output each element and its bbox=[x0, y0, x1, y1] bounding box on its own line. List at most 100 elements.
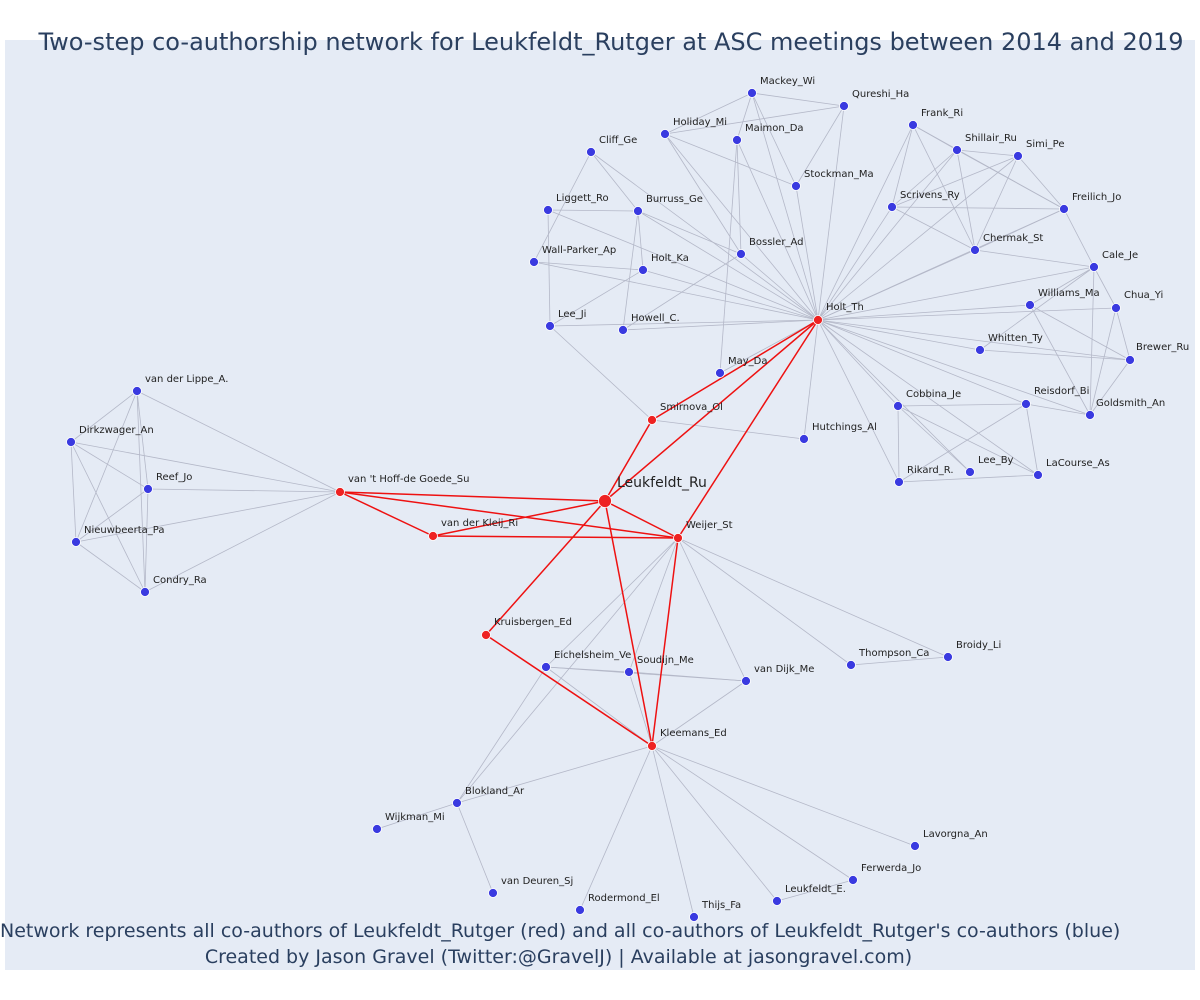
edge-eichelsheim-ve-blokland-ar bbox=[456, 666, 547, 804]
node-label-wijkman-mi: Wijkman_Mi bbox=[385, 812, 445, 823]
node-label-hutchings-al: Hutchings_Al bbox=[812, 422, 877, 433]
node-reisdorf-bi[interactable] bbox=[1021, 399, 1031, 409]
edge-leukfeldt-ru-kruisbergen-ed bbox=[485, 500, 606, 636]
node-goldsmith-an[interactable] bbox=[1085, 410, 1095, 420]
edge-leukfeldt-ru-vdkleij-ri bbox=[432, 500, 606, 537]
edge-dirkzwager-an-reef-jo bbox=[70, 441, 149, 490]
edge-mackey-wi-qureshi-ha bbox=[751, 92, 845, 107]
node-van-der-kleij-ri[interactable] bbox=[428, 531, 438, 541]
node-weijer-st[interactable] bbox=[673, 533, 683, 543]
node-holt-th[interactable] bbox=[813, 315, 823, 325]
edge-simi-pe-freilich-jo bbox=[1017, 155, 1065, 210]
node-label-whitten-ty: Whitten_Ty bbox=[988, 333, 1043, 344]
node-cliff-ge[interactable] bbox=[586, 147, 596, 157]
edge-reef-jo-nieuwbeerta-pa bbox=[75, 488, 149, 543]
node-eichelsheim-ve[interactable] bbox=[541, 662, 551, 672]
edge-holt-th-whitten-ty bbox=[817, 319, 981, 351]
node-rikard-r[interactable] bbox=[894, 477, 904, 487]
edge-frank-ri-scrivens-ry bbox=[891, 124, 914, 208]
node-shillair-ru[interactable] bbox=[952, 145, 962, 155]
node-cale-je[interactable] bbox=[1089, 262, 1099, 272]
edge-holt-th-cobbina-je bbox=[817, 319, 899, 407]
node-smirnova-ol[interactable] bbox=[647, 415, 657, 425]
node-label-wall-parker-ap: Wall-Parker_Ap bbox=[542, 245, 616, 256]
node-chua-yi[interactable] bbox=[1111, 303, 1121, 313]
node-label-reef-jo: Reef_Jo bbox=[156, 472, 192, 483]
node-label-chua-yi: Chua_Yi bbox=[1124, 290, 1163, 301]
node-van-t-hoff-de-goede-su[interactable] bbox=[335, 487, 345, 497]
node-freilich-jo[interactable] bbox=[1059, 204, 1069, 214]
node-kleemans-ed[interactable] bbox=[647, 741, 657, 751]
node-qureshi-ha[interactable] bbox=[839, 101, 849, 111]
node-dirkzwager-an[interactable] bbox=[66, 437, 76, 447]
node-van-dijk-me[interactable] bbox=[741, 676, 751, 686]
node-nieuwbeerta-pa[interactable] bbox=[71, 537, 81, 547]
node-lacourse-as[interactable] bbox=[1033, 470, 1043, 480]
node-blokland-ar[interactable] bbox=[452, 798, 462, 808]
edge-holt-th-lacourse-as bbox=[817, 319, 1039, 476]
edge-reisdorf-bi-lacourse-as bbox=[1025, 403, 1039, 476]
node-broidy-li[interactable] bbox=[943, 652, 953, 662]
node-van-deuren-sj[interactable] bbox=[488, 888, 498, 898]
edge-burruss-ge-bossler-ad bbox=[637, 210, 742, 255]
node-reef-jo[interactable] bbox=[143, 484, 153, 494]
node-burruss-ge[interactable] bbox=[633, 206, 643, 216]
node-may-da[interactable] bbox=[715, 368, 725, 378]
node-rodermond-el[interactable] bbox=[575, 905, 585, 915]
node-label-rikard-r: Rikard_R. bbox=[907, 465, 954, 476]
node-liggett-ro[interactable] bbox=[543, 205, 553, 215]
edge-nieuwbeerta-pa-condry-ra bbox=[75, 541, 146, 593]
node-label-eichelsheim-ve: Eichelsheim_Ve bbox=[554, 650, 631, 661]
node-stockman-ma[interactable] bbox=[791, 181, 801, 191]
node-mackey-wi[interactable] bbox=[747, 88, 757, 98]
node-wall-parker-ap[interactable] bbox=[529, 257, 539, 267]
edge-holt-th-liggett-ro bbox=[547, 209, 819, 321]
node-kruisbergen-ed[interactable] bbox=[481, 630, 491, 640]
node-ferwerda-jo[interactable] bbox=[848, 875, 858, 885]
edge-cale-je-goldsmith-an bbox=[1089, 266, 1095, 416]
node-label-chermak-st: Chermak_St bbox=[983, 233, 1043, 244]
node-hutchings-al[interactable] bbox=[799, 434, 809, 444]
edge-holt-th-shillair-ru bbox=[817, 149, 958, 321]
edge-holt-th-chermak-st bbox=[817, 249, 976, 321]
node-brewer-ru[interactable] bbox=[1125, 355, 1135, 365]
edge-holt-th-scrivens-ry bbox=[817, 206, 893, 321]
node-thompson-ca[interactable] bbox=[846, 660, 856, 670]
node-lavorgna-an[interactable] bbox=[910, 841, 920, 851]
node-label-lee-ji: Lee_Ji bbox=[558, 309, 586, 320]
node-bossler-ad[interactable] bbox=[736, 249, 746, 259]
node-soudijn-me[interactable] bbox=[624, 667, 634, 677]
node-simi-pe[interactable] bbox=[1013, 151, 1023, 161]
node-lee-ji[interactable] bbox=[545, 321, 555, 331]
node-holt-ka[interactable] bbox=[638, 265, 648, 275]
node-scrivens-ry[interactable] bbox=[887, 202, 897, 212]
node-frank-ri[interactable] bbox=[908, 120, 918, 130]
node-howell-c[interactable] bbox=[618, 325, 628, 335]
node-chermak-st[interactable] bbox=[970, 245, 980, 255]
edge-thompson-ca-broidy-li bbox=[850, 656, 949, 666]
node-label-stockman-ma: Stockman_Ma bbox=[804, 169, 874, 180]
node-leukfeldt-ru[interactable] bbox=[598, 494, 612, 508]
node-label-thijs-fa: Thijs_Fa bbox=[701, 900, 741, 911]
node-wijkman-mi[interactable] bbox=[372, 824, 382, 834]
edge-mackey-wi-holiday-mi bbox=[664, 92, 753, 135]
node-cobbina-je[interactable] bbox=[893, 401, 903, 411]
edge-holiday-mi-bossler-ad bbox=[664, 133, 742, 255]
node-van-der-lippe-a[interactable] bbox=[132, 386, 142, 396]
edge-holt-th-lee-by bbox=[817, 319, 971, 473]
edge-holt-th-reisdorf-bi bbox=[817, 319, 1027, 405]
node-thijs-fa[interactable] bbox=[689, 912, 699, 922]
node-holiday-mi[interactable] bbox=[660, 129, 670, 139]
edge-vdlippe-a-reef-jo bbox=[136, 390, 149, 490]
node-williams-ma[interactable] bbox=[1025, 300, 1035, 310]
node-whitten-ty[interactable] bbox=[975, 345, 985, 355]
node-lee-by[interactable] bbox=[965, 467, 975, 477]
node-label-cliff-ge: Cliff_Ge bbox=[599, 135, 637, 146]
node-leukfeldt-e[interactable] bbox=[772, 896, 782, 906]
node-condry-ra[interactable] bbox=[140, 587, 150, 597]
nodes-layer bbox=[66, 88, 1135, 922]
caption: Network represents all co-authors of Leu… bbox=[0, 918, 1120, 970]
node-maimon-da[interactable] bbox=[732, 135, 742, 145]
edge-leukfeldt-ru-kleemans-ed bbox=[604, 500, 653, 747]
edge-chermak-st-freilich-jo bbox=[974, 208, 1065, 251]
